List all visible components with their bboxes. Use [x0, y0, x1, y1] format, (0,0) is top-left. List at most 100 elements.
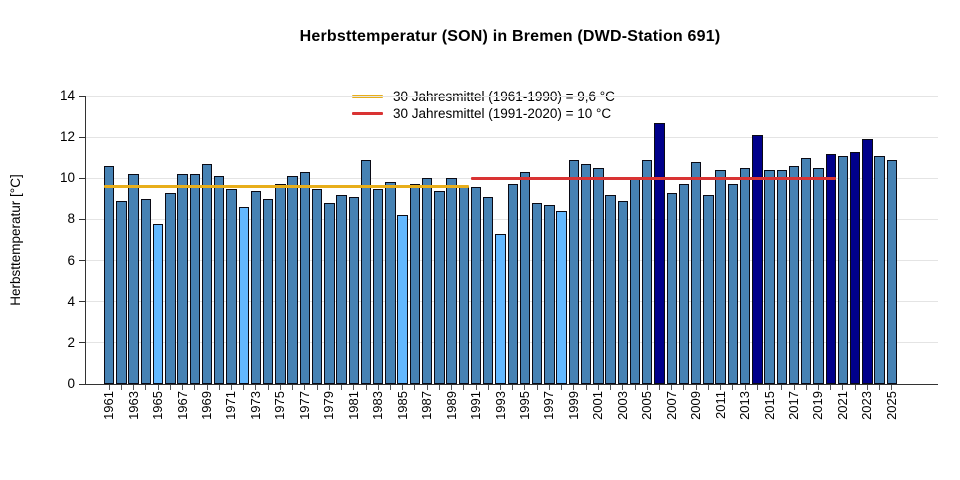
y-tick-label-14: 14	[59, 88, 75, 103]
x-tick-label-1999: 1999	[565, 391, 581, 420]
x-tick-1966	[169, 385, 171, 390]
x-tick-1962	[120, 385, 122, 390]
y-tick-label-4: 4	[67, 293, 75, 309]
x-tick-1979	[328, 385, 330, 390]
bar-2020	[825, 153, 836, 384]
x-tick-label-1987: 1987	[419, 391, 435, 420]
x-tick-2005	[646, 385, 648, 390]
bar-2025	[886, 159, 898, 384]
x-tick-1994	[512, 385, 514, 390]
bar-1979	[324, 202, 335, 384]
x-tick-label-2007: 2007	[663, 391, 679, 420]
y-tick-0	[79, 383, 85, 385]
bar-1977	[299, 172, 311, 384]
mean-line-1991-2020	[470, 176, 836, 180]
y-tick-14	[79, 95, 85, 97]
y-tick-label-10: 10	[59, 170, 75, 186]
x-tick-1970	[218, 385, 220, 390]
x-tick-label-1993: 1993	[492, 391, 508, 420]
x-tick-label-1969: 1969	[199, 391, 215, 420]
x-tick-label-1983: 1983	[370, 391, 386, 420]
x-tick-2008	[683, 385, 685, 390]
bar-1997	[544, 205, 555, 384]
x-tick-label-1961: 1961	[101, 391, 117, 420]
y-axis-title: Herbsttemperatur [°C]	[8, 174, 23, 306]
x-tick-2024	[879, 385, 881, 390]
x-tick-label-1963: 1963	[125, 391, 141, 420]
x-tick-2004	[634, 385, 636, 390]
x-tick-2016	[781, 385, 783, 390]
x-tick-1976	[292, 385, 294, 390]
bar-1996	[532, 202, 543, 384]
bar-1964	[140, 198, 152, 384]
bar-1994	[507, 184, 518, 384]
x-tick-1999	[573, 385, 575, 390]
legend-label-1991-2020: 30 Jahresmittel (1991-2020) = 10 °C	[393, 105, 612, 121]
bar-1975	[275, 184, 286, 384]
bar-2014	[752, 135, 763, 384]
x-tick-label-1995: 1995	[516, 391, 532, 420]
x-tick-2013	[744, 385, 746, 390]
bar-1969	[201, 163, 213, 384]
x-tick-label-2001: 2001	[590, 391, 606, 420]
bar-1985	[397, 215, 408, 384]
bar-2006	[654, 122, 665, 384]
bar-2024	[874, 155, 885, 384]
bar-2003	[617, 200, 628, 384]
bar-1980	[336, 194, 347, 384]
x-tick-2023	[866, 385, 868, 390]
bar-1973	[250, 190, 262, 384]
bar-1962	[116, 200, 127, 384]
y-axis-line	[85, 96, 86, 385]
x-tick-label-2003: 2003	[614, 391, 630, 420]
x-tick-1987	[426, 385, 428, 390]
x-tick-1991	[475, 385, 477, 390]
x-tick-2022	[854, 385, 856, 390]
bar-1987	[421, 178, 433, 384]
x-tick-1993	[500, 385, 502, 390]
x-tick-1998	[561, 385, 563, 390]
bar-2001	[593, 168, 604, 384]
x-tick-label-1973: 1973	[247, 391, 263, 420]
x-tick-2003	[622, 385, 624, 390]
bar-2023	[862, 139, 873, 384]
legend-key-line-1991-2020	[352, 111, 383, 115]
bar-1990	[458, 186, 470, 384]
bar-1970	[214, 176, 225, 384]
bar-2007	[666, 192, 677, 384]
bar-1988	[434, 190, 445, 384]
x-tick-1992	[487, 385, 489, 390]
x-tick-1985	[402, 385, 404, 390]
x-tick-label-1997: 1997	[541, 391, 557, 420]
x-tick-1996	[536, 385, 538, 390]
x-tick-2006	[659, 385, 660, 390]
x-tick-1988	[438, 385, 440, 390]
gridline-14	[85, 95, 938, 97]
x-tick-2019	[817, 385, 819, 390]
bar-1961	[104, 165, 115, 384]
x-tick-2020	[830, 385, 832, 390]
bar-1965	[152, 223, 164, 384]
x-tick-label-1977: 1977	[296, 391, 312, 420]
x-tick-label-1989: 1989	[443, 391, 459, 420]
mean-line-1961-1990	[104, 185, 470, 188]
x-tick-1997	[548, 385, 550, 390]
x-tick-label-1981: 1981	[345, 391, 361, 420]
x-tick-2000	[585, 385, 587, 390]
x-tick-1990	[463, 385, 465, 390]
x-tick-1968	[194, 385, 196, 390]
x-tick-1995	[524, 385, 526, 390]
x-tick-2009	[695, 385, 697, 390]
x-tick-1982	[365, 385, 367, 390]
x-tick-label-1967: 1967	[174, 391, 190, 420]
x-tick-label-1971: 1971	[223, 391, 239, 420]
x-tick-1963	[133, 385, 135, 390]
bar-2022	[849, 151, 861, 384]
x-tick-label-1975: 1975	[272, 391, 288, 420]
y-tick-8	[79, 218, 85, 220]
bar-1968	[189, 174, 200, 384]
bar-2018	[801, 157, 812, 384]
bar-1976	[287, 176, 298, 384]
y-tick-label-8: 8	[67, 211, 75, 227]
